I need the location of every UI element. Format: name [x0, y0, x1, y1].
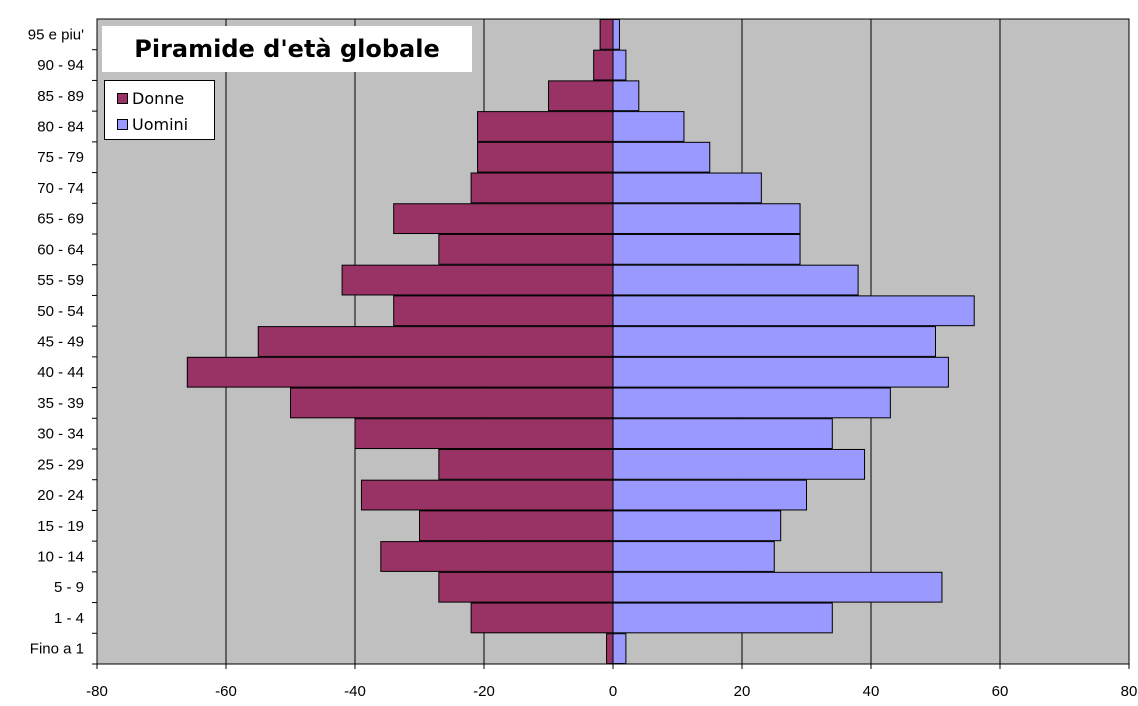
category-label: Fino a 1	[30, 641, 84, 658]
legend-swatch-donne	[117, 92, 128, 104]
bar-uomini-0	[612, 633, 627, 665]
bar-uomini-12	[612, 264, 859, 296]
bar-uomini-14	[612, 203, 801, 235]
bar-donne-12	[341, 264, 614, 296]
bar-donne-1	[470, 602, 614, 634]
category-label: 20 - 24	[37, 487, 84, 504]
category-label: 40 - 44	[37, 364, 84, 381]
bar-donne-0	[606, 633, 614, 665]
bar-donne-2	[438, 571, 614, 603]
chart-title: Piramide d'età globale	[134, 35, 440, 63]
x-tick-label: -40	[344, 683, 366, 700]
x-tick-label: -20	[473, 683, 495, 700]
bar-uomini-4	[612, 510, 782, 542]
category-label: 1 - 4	[54, 610, 84, 627]
x-tick-label: 60	[992, 683, 1009, 700]
bar-donne-3	[380, 541, 614, 572]
legend-swatch-uomini	[117, 118, 128, 130]
bar-donne-8	[290, 387, 614, 419]
category-label: 30 - 34	[37, 426, 84, 443]
bar-uomini-11	[612, 295, 975, 327]
bar-uomini-19	[612, 49, 627, 81]
legend-label-uomini: Uomini	[132, 114, 189, 134]
bar-donne-9	[186, 356, 614, 388]
bar-uomini-7	[612, 418, 833, 450]
bar-donne-17	[477, 111, 614, 142]
category-label: 60 - 64	[37, 241, 84, 258]
x-tick-label: 20	[734, 683, 751, 700]
category-label: 25 - 29	[37, 456, 84, 473]
category-label: 15 - 19	[37, 518, 84, 535]
bar-uomini-1	[612, 602, 833, 634]
category-label: 80 - 84	[37, 119, 84, 136]
bar-donne-16	[477, 141, 614, 173]
category-label: 35 - 39	[37, 395, 84, 412]
bar-donne-13	[438, 233, 614, 265]
category-label: 95 e piu'	[28, 26, 84, 43]
category-labels: Fino a 1 1 - 4 5 - 9 10 - 14 15 - 19 20 - 24 2…	[28, 26, 97, 665]
bar-donne-20	[599, 18, 614, 50]
bar-uomini-16	[612, 141, 711, 173]
bar-uomini-18	[612, 80, 640, 112]
bar-donne-7	[354, 418, 614, 450]
x-tick-label: -80	[86, 683, 108, 700]
bars	[186, 18, 975, 665]
category-label: 85 - 89	[37, 88, 84, 105]
bar-uomini-8	[612, 387, 891, 419]
category-label: 50 - 54	[37, 303, 84, 320]
bar-donne-10	[257, 326, 614, 357]
bar-uomini-2	[612, 571, 943, 603]
x-tick-label: -60	[215, 683, 237, 700]
x-tick-label: 0	[609, 683, 617, 700]
x-tick-label: 40	[863, 683, 880, 700]
bar-uomini-13	[612, 233, 801, 265]
chart-title-box: Piramide d'età globale	[102, 26, 472, 72]
bar-uomini-3	[612, 541, 775, 572]
category-label: 75 - 79	[37, 149, 84, 166]
category-label: 90 - 94	[37, 57, 84, 74]
legend-item-uomini: Uomini	[117, 111, 214, 137]
category-label: 65 - 69	[37, 211, 84, 228]
legend-item-donne: Donne	[117, 85, 214, 111]
bar-uomini-17	[612, 111, 685, 142]
x-tick-labels: -80 -60 -40 -20 0 20 40 60 80	[86, 664, 1137, 700]
legend-label-donne: Donne	[132, 88, 185, 108]
bar-uomini-9	[612, 356, 949, 388]
bar-uomini-10	[612, 326, 936, 357]
x-tick-label: 80	[1121, 683, 1138, 700]
bar-uomini-5	[612, 479, 807, 511]
bar-donne-19	[593, 49, 614, 81]
bar-uomini-20	[612, 18, 620, 50]
bar-donne-5	[360, 479, 614, 511]
category-label: 5 - 9	[54, 579, 84, 596]
bar-uomini-6	[612, 448, 866, 480]
category-label: 10 - 14	[37, 549, 84, 566]
bar-donne-4	[419, 510, 614, 542]
bar-donne-6	[438, 448, 614, 480]
bar-donne-15	[470, 172, 614, 204]
bar-donne-11	[393, 295, 614, 327]
category-label: 70 - 74	[37, 180, 84, 197]
category-label: 45 - 49	[37, 334, 84, 351]
bar-uomini-15	[612, 172, 762, 204]
bar-donne-14	[393, 203, 614, 235]
bar-donne-18	[548, 80, 614, 112]
legend: Donne Uomini	[104, 80, 215, 140]
category-label: 55 - 59	[37, 272, 84, 289]
